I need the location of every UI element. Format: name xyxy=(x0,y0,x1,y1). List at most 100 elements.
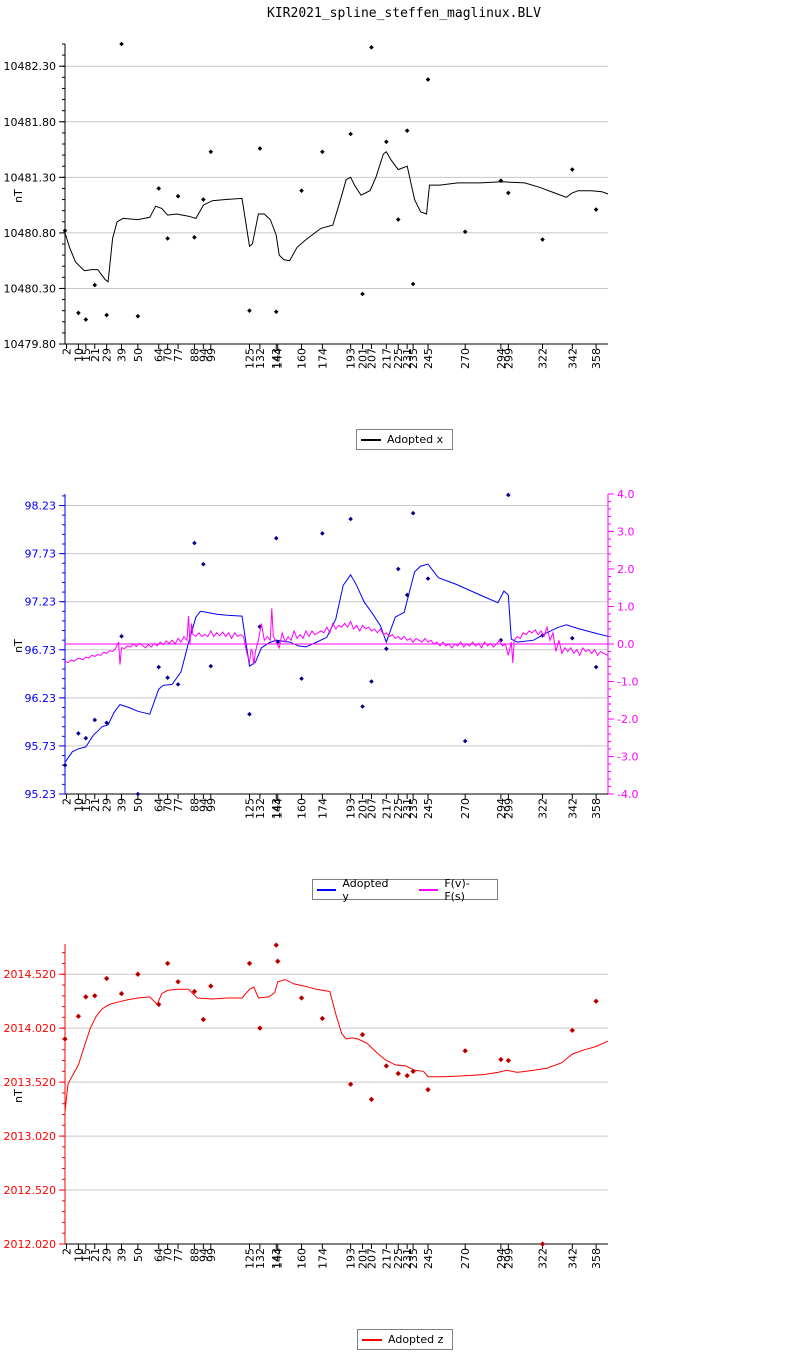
data-point xyxy=(165,675,170,680)
y-right-tick-label: -4.0 xyxy=(617,788,638,801)
data-point xyxy=(135,791,141,797)
x-tick-label: 342 xyxy=(566,798,579,819)
x-tick-label: 235 xyxy=(407,348,420,369)
x-tick-label: 99 xyxy=(205,798,218,812)
data-point xyxy=(247,711,252,717)
data-point xyxy=(273,309,279,315)
data-point xyxy=(156,186,162,191)
data-point xyxy=(201,561,206,567)
data-point xyxy=(191,988,198,995)
legend-adopted-y: Adopted y F(v)-F(s) xyxy=(312,877,498,903)
data-point xyxy=(404,592,410,598)
x-tick-label: 50 xyxy=(132,1248,145,1262)
data-point xyxy=(569,1027,576,1034)
y-tick-label: 96.73 xyxy=(25,644,57,657)
data-point xyxy=(404,1072,410,1079)
y-axis-label: nT xyxy=(12,639,25,653)
data-point xyxy=(539,1241,546,1247)
x-tick-label: 193 xyxy=(345,798,358,819)
x-tick-label: 70 xyxy=(162,348,175,362)
y-right-tick-label: -3.0 xyxy=(617,751,638,764)
data-point xyxy=(569,635,575,641)
x-tick-label: 77 xyxy=(172,1248,185,1262)
data-point xyxy=(593,998,599,1004)
data-point xyxy=(208,663,214,669)
data-point xyxy=(425,576,431,581)
legend-label: Adopted z xyxy=(388,1333,444,1346)
data-point xyxy=(320,149,325,155)
data-point xyxy=(103,975,110,982)
x-tick-label: 21 xyxy=(89,798,102,812)
y-right-tick-label: 2.0 xyxy=(617,563,635,576)
x-tick-label: 358 xyxy=(590,798,603,819)
y-tick-label: 2013.520 xyxy=(4,1076,57,1089)
x-tick-label: 143 xyxy=(270,1248,283,1269)
data-point xyxy=(192,235,197,240)
data-point xyxy=(175,979,181,985)
x-tick-label: 15 xyxy=(80,798,93,812)
data-point xyxy=(165,236,170,241)
x-tick-label: 2 xyxy=(60,348,73,355)
data-point xyxy=(348,131,353,137)
y-tick-label: 10482.30 xyxy=(4,60,57,73)
legend-swatch xyxy=(317,888,337,891)
x-tick-label: 207 xyxy=(365,1248,378,1269)
y-right-tick-label: 3.0 xyxy=(617,526,635,539)
panel-adopted-z: 2012.020 2012.520 2013.020 2013.520 2014.020… xyxy=(4,942,609,1269)
data-point xyxy=(369,45,374,50)
x-tick-label: 217 xyxy=(380,798,393,819)
x-tick-label: 64 xyxy=(153,798,166,812)
x-tick-label: 217 xyxy=(380,1248,393,1269)
series-line xyxy=(64,563,609,763)
x-tick-label: 231 xyxy=(401,798,414,819)
data-point xyxy=(299,676,304,681)
y-axis-label: nT xyxy=(12,189,25,203)
data-point xyxy=(164,960,171,967)
data-point xyxy=(92,717,98,723)
data-point xyxy=(395,566,401,572)
x-tick-label: 231 xyxy=(401,1248,414,1269)
x-tick-label: 39 xyxy=(116,1248,129,1262)
x-tick-label: 94 xyxy=(197,798,210,812)
data-point xyxy=(156,664,162,670)
x-tick-label: 88 xyxy=(188,348,201,362)
x-tick-label: 231 xyxy=(401,348,414,369)
x-tick-label: 322 xyxy=(537,348,550,369)
data-point xyxy=(118,990,125,997)
y-tick-label: 95.23 xyxy=(25,788,57,801)
data-point xyxy=(83,735,89,741)
y-right-tick-label: 1.0 xyxy=(617,601,635,614)
x-tick-label: 2 xyxy=(60,1248,73,1255)
y-tick-label: 2014.020 xyxy=(4,1022,57,1035)
x-tick-label: 193 xyxy=(345,348,358,369)
data-point xyxy=(135,971,141,977)
y-tick-label: 2013.020 xyxy=(4,1130,57,1143)
x-tick-label: 193 xyxy=(345,1248,358,1269)
series-line xyxy=(64,608,609,665)
x-tick-label: 270 xyxy=(459,348,472,369)
y-right-tick-label: -2.0 xyxy=(617,713,638,726)
data-point xyxy=(462,738,468,744)
x-tick-label: 132 xyxy=(254,798,267,819)
data-point xyxy=(368,1096,375,1103)
y-tick-label: 10480.80 xyxy=(4,227,57,240)
data-point xyxy=(92,282,98,288)
y-right-tick-label: 4.0 xyxy=(617,488,635,501)
x-tick-label: 235 xyxy=(407,1248,420,1269)
x-tick-label: 358 xyxy=(590,1248,603,1269)
data-point xyxy=(246,960,253,967)
data-point xyxy=(410,1068,416,1075)
legend-adopted-z: Adopted z xyxy=(357,1329,453,1350)
x-tick-label: 125 xyxy=(243,1248,256,1269)
legend-item: Adopted x xyxy=(361,433,443,446)
data-point xyxy=(62,228,68,233)
data-point xyxy=(299,188,304,193)
x-tick-label: 294 xyxy=(495,798,508,819)
x-tick-label: 299 xyxy=(502,798,515,819)
x-tick-label: 132 xyxy=(254,348,267,369)
data-point xyxy=(505,1057,512,1064)
data-point xyxy=(76,310,81,316)
x-tick-label: 125 xyxy=(243,798,256,819)
data-point xyxy=(540,237,545,242)
x-tick-label: 322 xyxy=(537,1248,550,1269)
